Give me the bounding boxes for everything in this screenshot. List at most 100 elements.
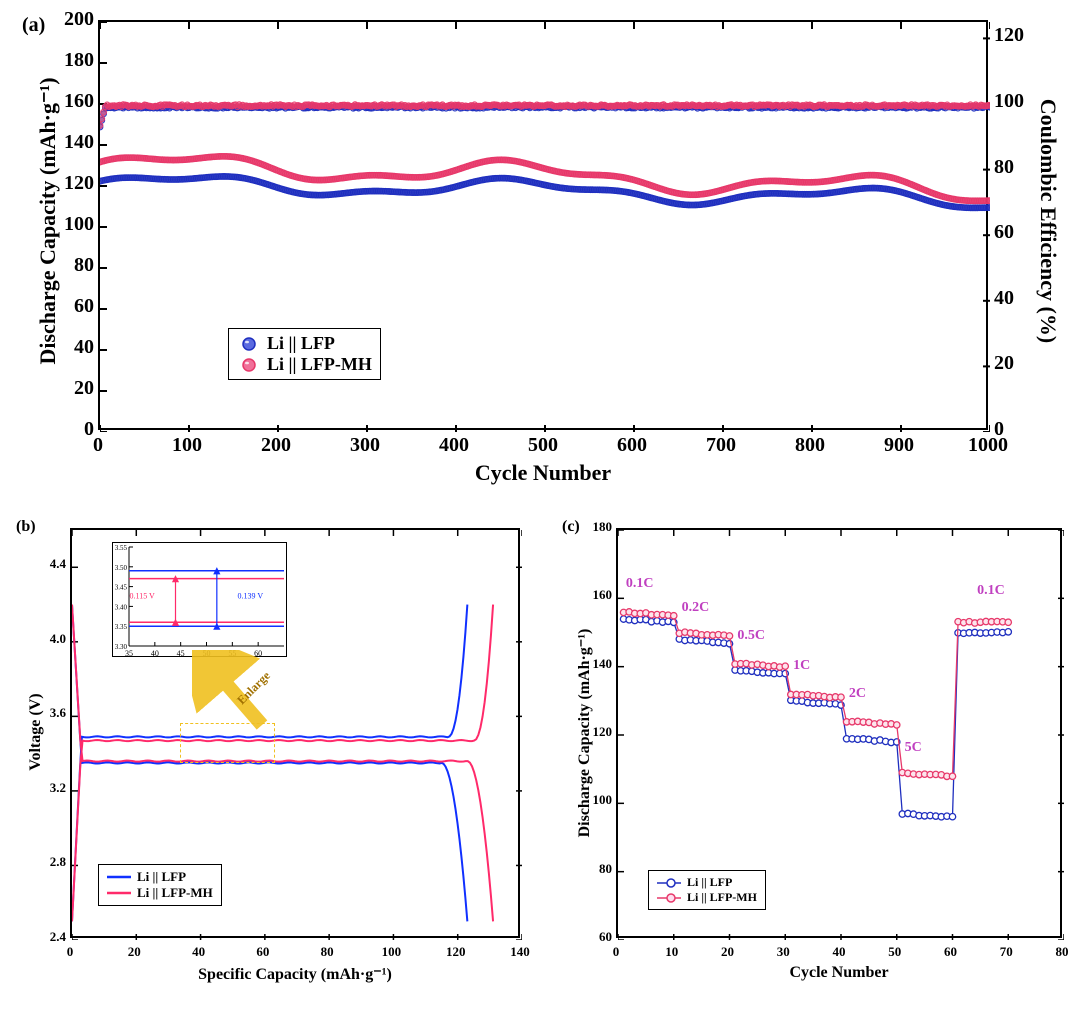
x-tick: 100 [377, 944, 405, 960]
y-tick-left: 0 [50, 418, 94, 441]
svg-text:3.40: 3.40 [115, 603, 128, 611]
y-tick-left: 200 [50, 8, 94, 31]
legend-marker-line-blue [657, 876, 681, 890]
x-tick: 20 [716, 944, 740, 960]
panel-a-tag: (a) [22, 14, 45, 37]
panel-c-xlabel: Cycle Number [616, 964, 1062, 982]
y-tick: 3.6 [38, 705, 66, 721]
rate-label: 5C [905, 740, 922, 756]
y-tick: 3.2 [38, 780, 66, 796]
y-tick-left: 160 [50, 90, 94, 113]
y-tick-right: 0 [994, 418, 1038, 441]
x-tick: 140 [506, 944, 534, 960]
svg-text:40: 40 [151, 649, 159, 658]
y-tick-right: 40 [994, 287, 1038, 310]
legend-line-blue [107, 870, 131, 884]
legend-line-pink [107, 886, 131, 900]
svg-text:45: 45 [177, 649, 185, 658]
y-tick: 80 [584, 861, 612, 877]
y-tick: 60 [584, 929, 612, 945]
y-tick-right: 120 [994, 24, 1038, 47]
panel-a: (a) Discharge Capacity (mAh·g⁻¹) Coulomb… [8, 8, 1072, 506]
svg-text:3.30: 3.30 [115, 643, 128, 651]
panel-b-tag: (b) [16, 518, 36, 536]
x-tick: 40 [827, 944, 851, 960]
legend-text: Li || LFP-MH [137, 885, 213, 901]
x-tick: 80 [313, 944, 341, 960]
svg-text:3.55: 3.55 [115, 544, 128, 552]
y-tick-left: 120 [50, 172, 94, 195]
y-tick-right: 100 [994, 90, 1038, 113]
x-tick: 50 [883, 944, 907, 960]
x-tick: 900 [879, 434, 919, 457]
panel-c: (c) Discharge Capacity (mAh·g⁻¹) Cycle N… [556, 518, 1072, 1001]
y-tick-left: 80 [50, 254, 94, 277]
y-tick: 160 [584, 587, 612, 603]
x-tick: 200 [256, 434, 296, 457]
y-tick-right: 80 [994, 156, 1038, 179]
legend-text: Li || LFP-MH [687, 890, 757, 905]
legend-row: Li || LFP-MH [657, 890, 757, 905]
enlarge-arrow-icon: Enlarge [192, 650, 292, 740]
y-tick: 4.0 [38, 631, 66, 647]
y-tick: 120 [584, 724, 612, 740]
panel-a-legend: Li || LFP Li || LFP-MH [228, 328, 381, 380]
y-tick: 140 [584, 656, 612, 672]
y-tick-right: 20 [994, 352, 1038, 375]
enlarge-label: Enlarge [234, 668, 273, 707]
x-tick: 500 [523, 434, 563, 457]
x-tick: 10 [660, 944, 684, 960]
x-tick: 300 [345, 434, 385, 457]
rate-label: 0.2C [682, 600, 710, 616]
y-tick: 100 [584, 792, 612, 808]
rate-label: 0.5C [737, 628, 765, 644]
panel-b-legend: Li || LFP Li || LFP-MH [98, 864, 222, 906]
x-tick: 20 [120, 944, 148, 960]
y-tick: 2.8 [38, 854, 66, 870]
rate-label: 0.1C [977, 583, 1005, 599]
svg-text:3.35: 3.35 [115, 623, 128, 631]
rate-label: 1C [793, 658, 810, 674]
x-tick: 0 [604, 944, 628, 960]
svg-text:0.139 V: 0.139 V [238, 591, 264, 600]
y-tick: 4.4 [38, 556, 66, 572]
x-tick: 30 [771, 944, 795, 960]
legend-marker-line-pink [657, 891, 681, 905]
x-tick: 600 [612, 434, 652, 457]
y-tick-left: 20 [50, 377, 94, 400]
x-tick: 100 [167, 434, 207, 457]
svg-text:3.50: 3.50 [115, 564, 128, 572]
panel-b: (b) 3540455055603.303.353.403.453.503.55… [8, 518, 540, 1001]
panel-c-tag: (c) [562, 518, 580, 536]
panel-b-inset-svg: 3540455055603.303.353.403.453.503.550.11… [113, 543, 288, 658]
rate-label: 0.1C [626, 576, 654, 592]
legend-row: Li || LFP [657, 875, 757, 890]
x-tick: 40 [185, 944, 213, 960]
figure-root: (a) Discharge Capacity (mAh·g⁻¹) Coulomb… [8, 8, 1072, 1001]
y-tick-right: 60 [994, 221, 1038, 244]
y-tick-left: 140 [50, 131, 94, 154]
legend-row: Li || LFP [237, 333, 372, 354]
y-tick-left: 40 [50, 336, 94, 359]
legend-row: Li || LFP [107, 869, 213, 885]
rate-label: 2C [849, 686, 866, 702]
legend-text: Li || LFP [687, 875, 732, 890]
y-tick: 180 [584, 519, 612, 535]
svg-text:3.45: 3.45 [115, 584, 128, 592]
legend-text: Li || LFP [267, 333, 335, 354]
panel-b-inset: 3540455055603.303.353.403.453.503.550.11… [112, 542, 287, 657]
panel-a-ylabel-right: Coulombic Efficiency (%) [1035, 51, 1061, 391]
x-tick: 60 [939, 944, 963, 960]
legend-marker-pink [237, 358, 261, 372]
panel-b-xlabel: Specific Capacity (mAh·g⁻¹) [70, 964, 520, 984]
x-tick: 70 [994, 944, 1018, 960]
panel-c-legend: Li || LFP Li || LFP-MH [648, 870, 766, 910]
x-tick: 0 [56, 944, 84, 960]
y-tick-left: 180 [50, 49, 94, 72]
x-tick: 400 [434, 434, 474, 457]
y-tick-left: 60 [50, 295, 94, 318]
legend-marker-blue [237, 337, 261, 351]
legend-row: Li || LFP-MH [107, 885, 213, 901]
y-tick-left: 100 [50, 213, 94, 236]
x-tick: 120 [442, 944, 470, 960]
